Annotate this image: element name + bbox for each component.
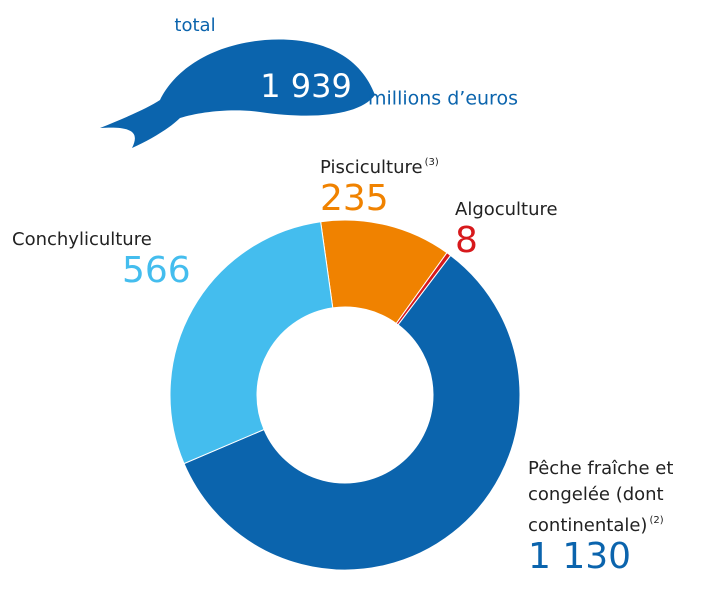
total-label: total <box>174 15 215 36</box>
unit-label: millions d’euros <box>368 88 518 110</box>
slice-label: Algoculture 8 <box>455 197 655 259</box>
category-name: Pisciculture <box>320 157 423 178</box>
value-label: 1 130 <box>528 539 678 575</box>
total-value: 1 939 <box>260 67 352 105</box>
page: total 1 939 millions d’euros Piscicultur… <box>0 0 717 604</box>
slice-label: Pêche fraîche et congelée (dont continen… <box>528 456 678 575</box>
footnote-mark: (3) <box>425 157 439 168</box>
category-name: Conchyliculture <box>12 229 152 250</box>
value-label: 8 <box>455 223 655 259</box>
footnote-mark: (2) <box>649 515 663 526</box>
value-label: 566 <box>122 253 232 289</box>
slice-label: Conchyliculture 566 <box>12 227 232 289</box>
category-name: Algoculture <box>455 199 558 220</box>
